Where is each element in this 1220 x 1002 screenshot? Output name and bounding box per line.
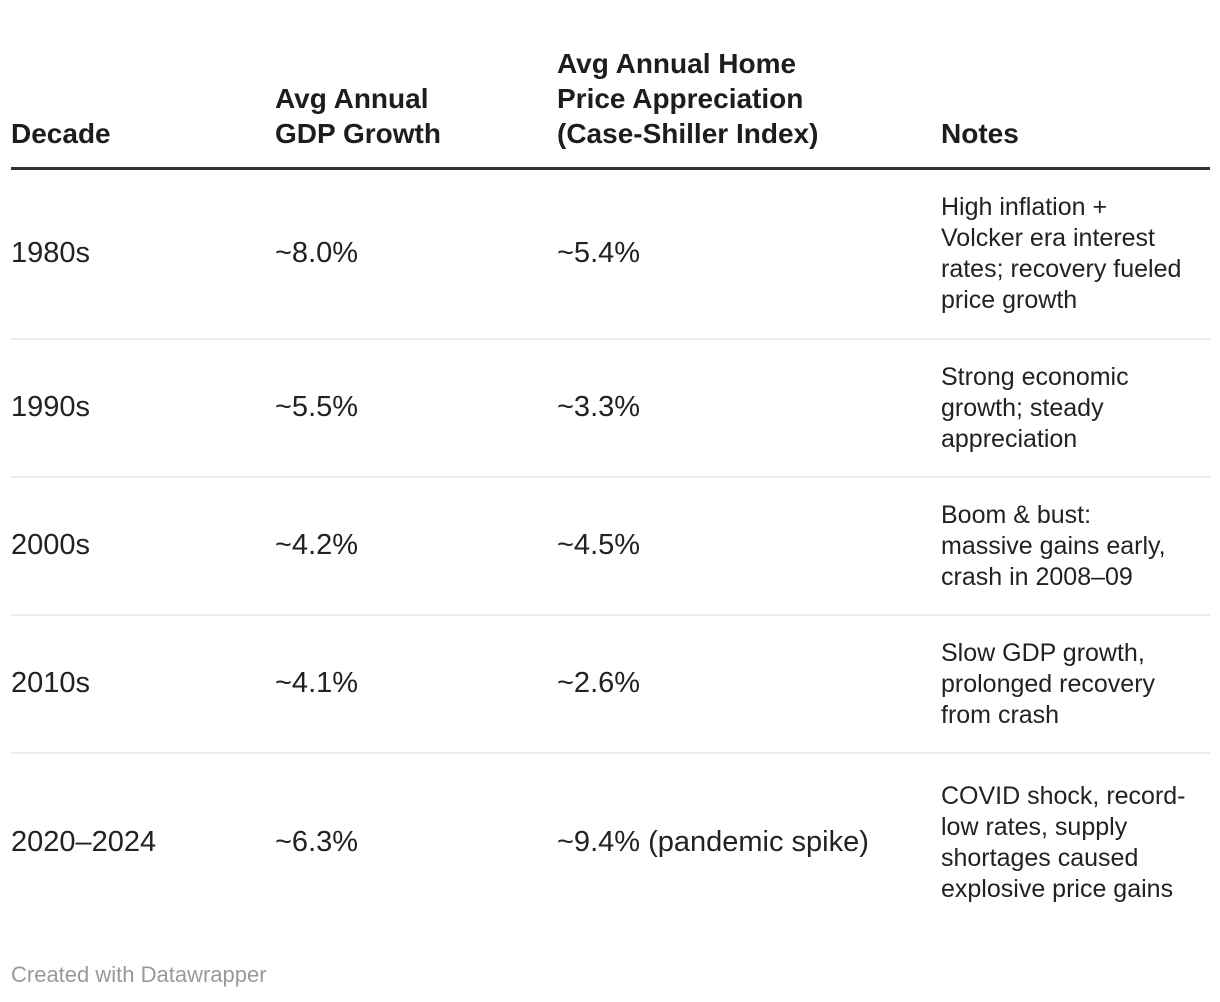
- gdp-growth-cell: ~4.2%: [275, 529, 359, 562]
- table-row-1990s: 1990s ~5.5% ~3.3% Strong economic growth…: [11, 338, 1210, 476]
- home-price-cell: ~4.5%: [557, 529, 641, 562]
- table-row-2010s: 2010s ~4.1% ~2.6% Slow GDP growth, prolo…: [11, 614, 1210, 752]
- notes-cell: Slow GDP growth, prolonged recovery from…: [941, 638, 1156, 729]
- decade-cell: 2000s: [11, 529, 91, 562]
- home-price-cell: ~2.6%: [557, 667, 641, 700]
- notes-cell: High inflation + Volcker era interest ra…: [941, 193, 1182, 314]
- home-price-cell: ~9.4% (pandemic spike): [557, 826, 869, 859]
- column-header-home-price: Avg Annual Home Price Appreciation (Case…: [557, 48, 819, 149]
- notes-cell: Boom & bust: massive gains early, crash …: [941, 500, 1166, 591]
- gdp-growth-cell: ~4.1%: [275, 667, 359, 700]
- gdp-growth-cell: ~6.3%: [275, 826, 359, 859]
- notes-cell: COVID shock, record- low rates, supply s…: [941, 782, 1186, 903]
- decade-cell: 1980s: [11, 237, 91, 270]
- home-price-cell: ~3.3%: [557, 391, 641, 424]
- decade-cell: 2010s: [11, 667, 91, 700]
- notes-cell: Strong economic growth; steady appreciat…: [941, 362, 1129, 453]
- decade-cell: 1990s: [11, 391, 91, 424]
- gdp-growth-cell: ~5.5%: [275, 391, 359, 424]
- table-footer: Created with Datawrapper: [11, 962, 1220, 988]
- datawrapper-attribution-link[interactable]: Created with Datawrapper: [11, 962, 267, 987]
- column-header-decade: Decade: [11, 118, 111, 149]
- column-header-notes: Notes: [941, 118, 1019, 149]
- table-row-1980s: 1980s ~8.0% ~5.4% High inflation + Volck…: [11, 170, 1210, 338]
- gdp-growth-cell: ~8.0%: [275, 237, 359, 270]
- table-row-2020-2024: 2020–2024 ~6.3% ~9.4% (pandemic spike) C…: [11, 752, 1210, 932]
- table-row-2000s: 2000s ~4.2% ~4.5% Boom & bust: massive g…: [11, 476, 1210, 614]
- home-price-cell: ~5.4%: [557, 237, 641, 270]
- table-header-row: Decade Avg Annual GDP Growth Avg Annual …: [11, 0, 1210, 170]
- column-header-gdp-growth: Avg Annual GDP Growth: [275, 83, 441, 149]
- decade-comparison-table: Decade Avg Annual GDP Growth Avg Annual …: [11, 0, 1210, 932]
- decade-cell: 2020–2024: [11, 826, 157, 859]
